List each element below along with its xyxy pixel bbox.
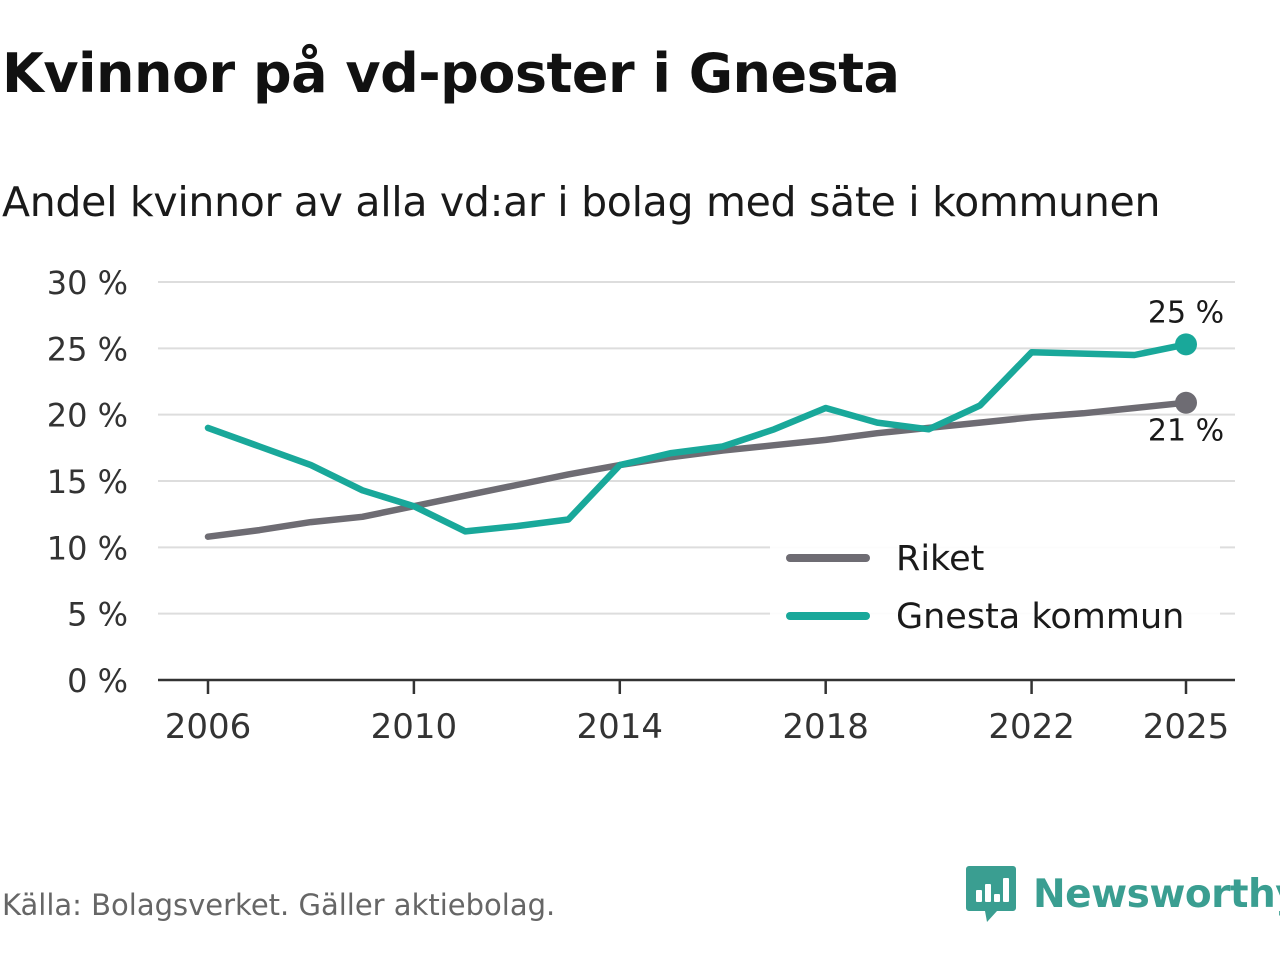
source-note: Källa: Bolagsverket. Gäller aktiebolag.: [2, 888, 556, 922]
series-lines: 21 % 25 %: [204, 295, 1224, 540]
chart-subtitle: Andel kvinnor av alla vd:ar i bolag med …: [2, 178, 1161, 226]
legend-background: [770, 528, 1220, 646]
x-tick-label: 2006: [165, 707, 252, 747]
y-axis-ticks: 0 % 5 % 10 % 15 % 20 % 25 % 30 %: [47, 264, 128, 700]
brand-logo: Newsworthy: [965, 864, 1280, 924]
y-tick-label: 15 %: [47, 463, 128, 501]
x-tick-label: 2014: [577, 707, 664, 747]
legend-label-riket: Riket: [896, 539, 984, 579]
legend: Riket Gnesta kommun: [770, 528, 1220, 646]
x-tick-label: 2018: [782, 707, 869, 747]
x-tick-label: 2010: [371, 707, 458, 747]
y-tick-label: 10 %: [47, 529, 128, 567]
x-tick-label: 2022: [988, 707, 1075, 747]
y-tick-label: 5 %: [67, 596, 128, 634]
newsworthy-logo-icon: [966, 866, 1016, 922]
chart-title: Kvinnor på vd-poster i Gnesta: [2, 42, 900, 105]
x-tick-label: 2025: [1143, 707, 1230, 747]
y-tick-label: 0 %: [67, 662, 128, 700]
end-point-riket: [1175, 391, 1197, 414]
end-point-gnesta: [1175, 333, 1197, 356]
series-line-riket: [204, 399, 1190, 540]
brand-name: Newsworthy: [1033, 871, 1280, 917]
y-tick-label: 30 %: [47, 264, 128, 302]
end-label-riket: 21 %: [1148, 414, 1224, 449]
end-label-gnesta: 25 %: [1148, 295, 1224, 330]
y-tick-label: 25 %: [47, 330, 128, 368]
series-line-gnesta: [204, 341, 1190, 535]
x-axis: 2006 2010 2014 2018 2022 2025: [158, 678, 1235, 747]
legend-label-gnesta: Gnesta kommun: [896, 597, 1184, 637]
y-tick-label: 20 %: [47, 397, 128, 435]
